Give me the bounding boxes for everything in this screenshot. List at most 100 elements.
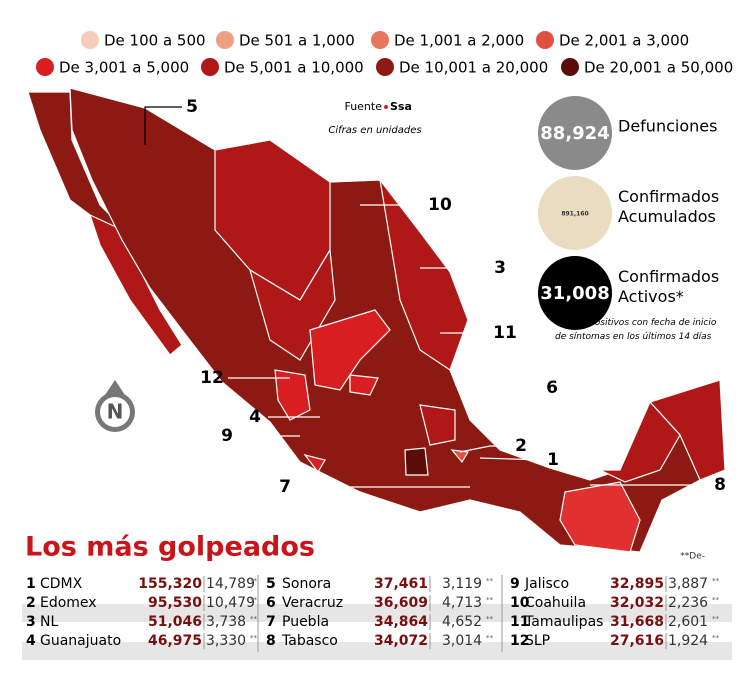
deaths: 2,236 bbox=[668, 595, 708, 611]
deaths: 4,652 bbox=[442, 614, 482, 630]
state bbox=[419, 404, 456, 446]
rank: 7 bbox=[266, 614, 276, 630]
legend: De 100 a 500 De 501 a 1,000 De 1,001 a 2,0… bbox=[36, 31, 733, 77]
confirmed: 31,668 bbox=[610, 614, 664, 630]
deaths: 2,601 bbox=[668, 614, 708, 630]
map-label: 9 bbox=[221, 426, 233, 446]
source-note: Cifras en unidades bbox=[328, 125, 421, 136]
rank: 1 bbox=[26, 576, 36, 592]
state bbox=[559, 481, 641, 553]
state bbox=[404, 447, 429, 476]
deaths: 3,330 bbox=[206, 633, 246, 649]
confirmed: 27,616 bbox=[610, 633, 664, 649]
map-label: 8 bbox=[714, 475, 726, 495]
source-prefix: Fuente bbox=[344, 100, 382, 113]
legend-label: De 1,001 a 2,000 bbox=[394, 32, 524, 50]
legend-label: De 3,001 a 5,000 bbox=[59, 59, 189, 77]
state: Tamaulipas bbox=[524, 614, 603, 630]
deaths: 10,479 bbox=[206, 595, 255, 611]
stat-value: 891,160 bbox=[561, 211, 588, 218]
map-label: 3 bbox=[494, 258, 506, 278]
marker: ** bbox=[712, 596, 720, 604]
state: CDMX bbox=[40, 576, 83, 592]
table: 1 CDMX 155,320 14,789**2 Edomex 95,530 10,479*… bbox=[22, 575, 732, 660]
source-name: Ssa bbox=[390, 100, 412, 113]
stats: 88,924 Defunciones 891,160 Confirmados Acumu… bbox=[538, 96, 719, 330]
stat-circle bbox=[538, 96, 612, 170]
rank: 3 bbox=[26, 614, 36, 630]
leader-line bbox=[459, 445, 511, 453]
legend-swatch bbox=[376, 58, 394, 76]
legend-label: De 20,001 a 50,000 bbox=[584, 59, 733, 77]
marker: ** bbox=[712, 615, 720, 623]
marker: ** bbox=[250, 615, 258, 623]
state bbox=[274, 369, 311, 421]
marker: ** bbox=[486, 634, 494, 642]
deaths: 14,789 bbox=[206, 576, 255, 592]
state bbox=[349, 374, 379, 396]
map-label: 1 bbox=[547, 450, 559, 470]
state: Tabasco bbox=[281, 633, 338, 649]
map-label: 6 bbox=[546, 378, 558, 398]
state: Veracruz bbox=[282, 595, 343, 611]
deaths: 3,738 bbox=[206, 614, 246, 630]
legend-swatch bbox=[561, 58, 579, 76]
footnote: *Casos positivos con fecha de inicio de s… bbox=[555, 318, 717, 342]
marker: ** bbox=[250, 596, 258, 604]
legend-swatch bbox=[201, 58, 219, 76]
north-icon: N bbox=[95, 380, 135, 432]
row-band bbox=[22, 642, 732, 660]
stat-value: 31,008 bbox=[540, 283, 609, 304]
state: SLP bbox=[525, 633, 550, 649]
confirmed: 155,320 bbox=[138, 576, 202, 592]
legend-swatch bbox=[81, 31, 99, 49]
legend-label: De 2,001 a 3,000 bbox=[559, 32, 689, 50]
stat-circle bbox=[538, 256, 612, 330]
leader-line bbox=[479, 457, 544, 461]
rank: 2 bbox=[26, 595, 36, 611]
map-label: 7 bbox=[279, 477, 291, 497]
rank: 9 bbox=[510, 576, 520, 592]
confirmed: 32,895 bbox=[610, 576, 664, 592]
confirmed: 34,864 bbox=[374, 614, 428, 630]
legend-swatch bbox=[216, 31, 234, 49]
deaths: 1,924 bbox=[668, 633, 708, 649]
rank: 6 bbox=[266, 595, 276, 611]
map bbox=[27, 87, 726, 553]
row-band bbox=[22, 604, 732, 622]
rank: 12 bbox=[510, 633, 529, 649]
legend-label: De 501 a 1,000 bbox=[239, 32, 355, 50]
marker: ** bbox=[712, 577, 720, 585]
table-title: Los más golpeados bbox=[25, 532, 315, 563]
map-label: 11 bbox=[493, 323, 517, 343]
confirmed: 34,072 bbox=[374, 633, 428, 649]
marker: ** bbox=[486, 596, 494, 604]
map-label: 10 bbox=[428, 195, 452, 215]
confirmed: 95,530 bbox=[148, 595, 202, 611]
legend-swatch bbox=[371, 31, 389, 49]
svg-text:N: N bbox=[107, 400, 124, 424]
state: Puebla bbox=[282, 614, 329, 630]
marker: ** bbox=[486, 615, 494, 623]
state: Jalisco bbox=[524, 576, 569, 592]
leader-line bbox=[454, 384, 543, 389]
deaths: 3,119 bbox=[442, 576, 482, 592]
stat-label: Confirmados Activos* bbox=[618, 267, 719, 306]
rank: 8 bbox=[266, 633, 276, 649]
map-labels: 5 10 3 11 6 21 8 7 94 12 bbox=[144, 97, 726, 497]
deaths: 3,887 bbox=[668, 576, 708, 592]
state bbox=[379, 179, 469, 371]
state: Edomex bbox=[40, 595, 97, 611]
marker: ** bbox=[250, 634, 258, 642]
rank: 4 bbox=[26, 633, 36, 649]
confirmed: 36,609 bbox=[374, 595, 428, 611]
marker: ** bbox=[712, 634, 720, 642]
legend-swatch bbox=[36, 58, 54, 76]
state: Coahuila bbox=[525, 595, 586, 611]
legend-label: De 10,001 a 20,000 bbox=[399, 59, 548, 77]
legend-label: De 5,001 a 10,000 bbox=[224, 59, 364, 77]
legend-label: De 100 a 500 bbox=[104, 32, 206, 50]
confirmed: 32,032 bbox=[610, 595, 664, 611]
state bbox=[599, 400, 681, 483]
